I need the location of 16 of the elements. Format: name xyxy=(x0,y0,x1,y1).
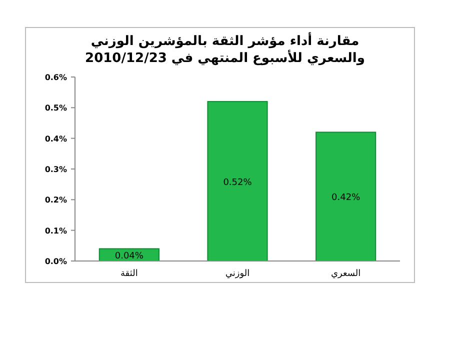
data-label: 0.04% xyxy=(114,251,144,262)
x-tick-label: السعري xyxy=(331,269,361,279)
y-tick-label: 0.2% xyxy=(44,196,67,205)
y-tick-label: 0.5% xyxy=(44,104,67,113)
y-tick-label: 0.6% xyxy=(44,73,67,82)
data-label: 0.52% xyxy=(223,178,252,188)
y-tick-label: 0.3% xyxy=(44,165,67,174)
y-tick-label: 0.4% xyxy=(44,134,67,144)
y-tick-label: 0.1% xyxy=(44,226,67,236)
x-tick-label: الثقة xyxy=(120,269,138,279)
bar xyxy=(207,101,268,262)
chart-title: مقارنة أداء مؤشر الثقة بالمؤشرين الوزني والسعري للأسبوع المنتهي في 2010/12/23 xyxy=(84,33,366,67)
y-tick-label: 0.0% xyxy=(44,257,67,266)
x-tick-label: الوزني xyxy=(225,269,250,279)
data-label: 0.42% xyxy=(332,193,361,204)
bar xyxy=(316,132,376,262)
